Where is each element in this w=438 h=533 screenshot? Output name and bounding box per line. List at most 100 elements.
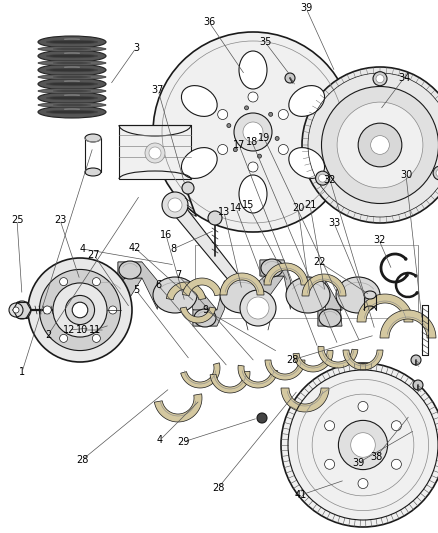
Text: 42: 42 xyxy=(129,243,141,253)
Text: 28: 28 xyxy=(76,455,88,465)
Circle shape xyxy=(316,171,329,185)
Circle shape xyxy=(218,109,228,119)
Circle shape xyxy=(414,274,417,277)
Text: 15: 15 xyxy=(242,200,254,210)
Ellipse shape xyxy=(83,277,127,313)
Polygon shape xyxy=(318,346,358,368)
Text: 12: 12 xyxy=(63,325,75,335)
Ellipse shape xyxy=(38,61,106,66)
Ellipse shape xyxy=(53,76,91,78)
Circle shape xyxy=(182,182,194,194)
Ellipse shape xyxy=(286,277,330,313)
Ellipse shape xyxy=(289,86,325,116)
Circle shape xyxy=(240,290,276,326)
Text: 17: 17 xyxy=(233,140,245,150)
Polygon shape xyxy=(193,280,224,326)
Text: 22: 22 xyxy=(313,257,325,267)
Circle shape xyxy=(248,162,258,172)
Circle shape xyxy=(60,278,67,286)
Text: 34: 34 xyxy=(398,73,410,83)
Text: 14: 14 xyxy=(230,203,242,213)
Ellipse shape xyxy=(319,309,341,327)
Circle shape xyxy=(257,413,267,423)
Circle shape xyxy=(234,113,272,151)
Ellipse shape xyxy=(38,64,106,76)
Ellipse shape xyxy=(85,168,101,176)
Polygon shape xyxy=(357,294,413,322)
Circle shape xyxy=(39,270,120,351)
Ellipse shape xyxy=(53,61,91,64)
Polygon shape xyxy=(118,262,142,309)
Ellipse shape xyxy=(239,51,267,89)
Circle shape xyxy=(275,136,279,141)
Circle shape xyxy=(278,144,288,155)
Polygon shape xyxy=(293,350,333,372)
Polygon shape xyxy=(170,200,262,311)
Polygon shape xyxy=(193,280,217,326)
Circle shape xyxy=(92,278,100,286)
Circle shape xyxy=(392,459,401,469)
Circle shape xyxy=(28,258,132,362)
Polygon shape xyxy=(260,260,284,309)
Circle shape xyxy=(406,273,409,277)
Circle shape xyxy=(153,32,353,232)
Polygon shape xyxy=(154,394,202,422)
Ellipse shape xyxy=(239,175,267,213)
Text: 2: 2 xyxy=(45,330,51,340)
Circle shape xyxy=(413,380,423,390)
Circle shape xyxy=(404,257,407,261)
Ellipse shape xyxy=(46,110,98,114)
Text: 39: 39 xyxy=(300,3,312,13)
Text: 6: 6 xyxy=(155,280,161,290)
Polygon shape xyxy=(238,365,278,388)
Ellipse shape xyxy=(289,148,325,179)
Text: 32: 32 xyxy=(324,175,336,185)
Text: 32: 32 xyxy=(373,235,385,245)
Text: 37: 37 xyxy=(152,85,164,95)
Circle shape xyxy=(278,109,288,119)
Text: 39: 39 xyxy=(352,458,364,468)
Polygon shape xyxy=(210,372,250,393)
Circle shape xyxy=(53,283,107,337)
Text: 29: 29 xyxy=(177,437,189,447)
Circle shape xyxy=(302,67,438,223)
Text: 27: 27 xyxy=(88,250,100,260)
Ellipse shape xyxy=(220,277,264,313)
Ellipse shape xyxy=(85,134,101,142)
Polygon shape xyxy=(260,260,290,309)
Circle shape xyxy=(433,166,438,180)
Ellipse shape xyxy=(336,277,380,313)
Text: 19: 19 xyxy=(258,133,270,143)
Text: 11: 11 xyxy=(89,325,101,335)
Circle shape xyxy=(358,479,368,489)
Text: 9: 9 xyxy=(202,305,208,315)
Text: 8: 8 xyxy=(170,244,176,254)
Circle shape xyxy=(325,421,335,431)
Circle shape xyxy=(60,334,67,342)
Ellipse shape xyxy=(38,78,106,90)
Ellipse shape xyxy=(38,50,106,62)
Text: 35: 35 xyxy=(259,37,271,47)
Circle shape xyxy=(321,86,438,204)
Ellipse shape xyxy=(46,40,98,44)
Ellipse shape xyxy=(46,54,98,58)
Text: 36: 36 xyxy=(203,17,215,27)
Text: 28: 28 xyxy=(286,355,298,365)
Polygon shape xyxy=(166,282,206,300)
Polygon shape xyxy=(281,388,329,412)
Polygon shape xyxy=(181,363,220,388)
Circle shape xyxy=(371,135,389,155)
Polygon shape xyxy=(318,280,342,326)
Text: 3: 3 xyxy=(133,43,139,53)
Ellipse shape xyxy=(53,47,91,51)
Text: 21: 21 xyxy=(304,200,316,210)
Circle shape xyxy=(325,459,335,469)
Circle shape xyxy=(281,363,438,527)
Text: 7: 7 xyxy=(175,270,181,280)
Text: 5: 5 xyxy=(133,285,139,295)
Text: 16: 16 xyxy=(160,230,172,240)
Ellipse shape xyxy=(364,291,376,299)
Ellipse shape xyxy=(38,36,106,48)
Text: 23: 23 xyxy=(54,215,66,225)
Circle shape xyxy=(411,355,421,365)
